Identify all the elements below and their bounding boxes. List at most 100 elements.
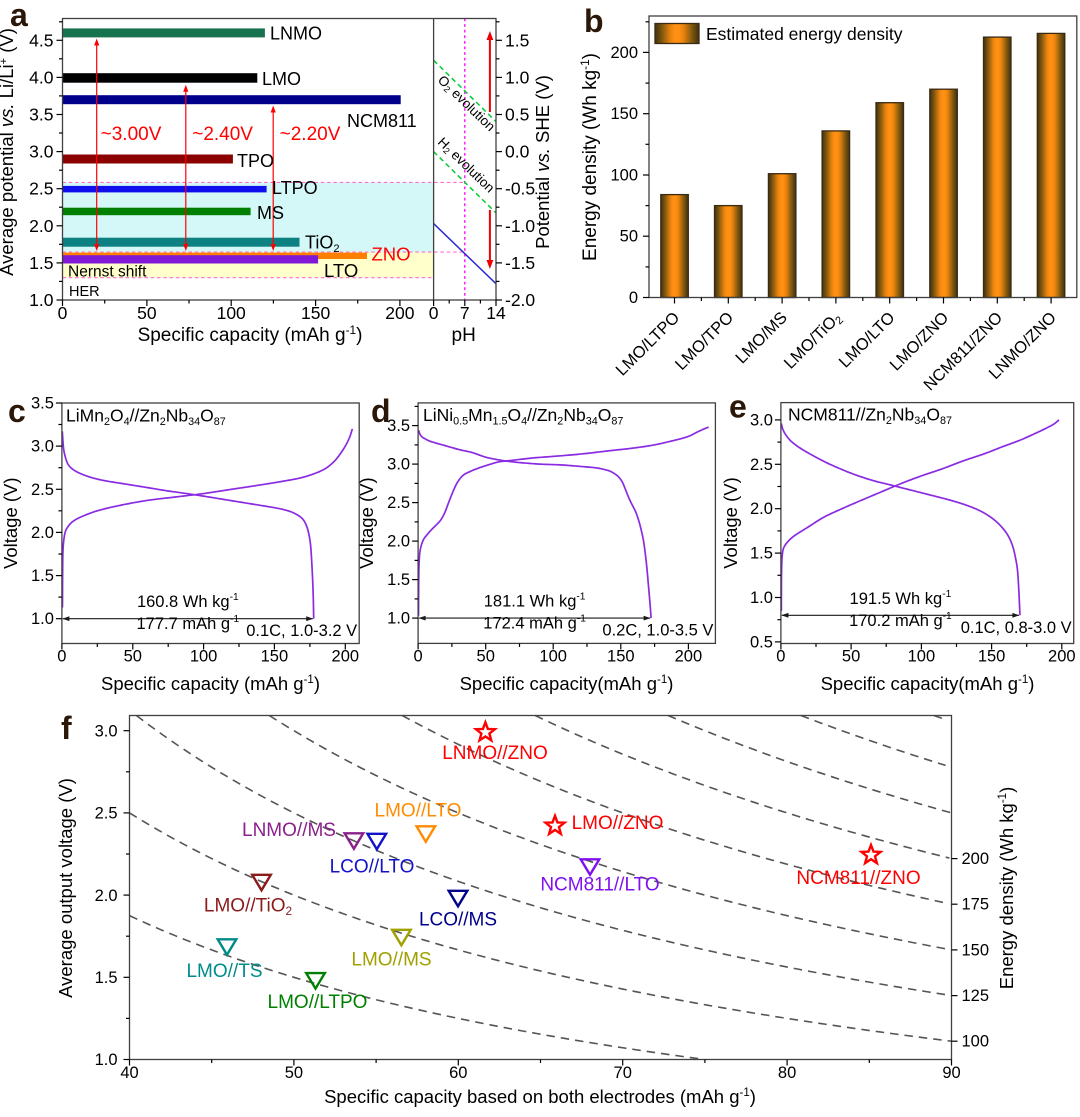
svg-text:2.0: 2.0 [31, 524, 54, 542]
svg-text:Nernst shift: Nernst shift [68, 263, 147, 280]
svg-text:Specific capacity(mAh g-1): Specific capacity(mAh g-1) [460, 673, 674, 694]
svg-text:100: 100 [610, 167, 638, 185]
svg-text:1.0: 1.0 [95, 1051, 118, 1069]
svg-text:~3.00V: ~3.00V [101, 124, 162, 145]
svg-text:Voltage (V): Voltage (V) [0, 477, 21, 569]
svg-text:LTO: LTO [324, 260, 358, 281]
svg-text:170.2 mAh g-1: 170.2 mAh g-1 [849, 611, 952, 630]
svg-text:150: 150 [962, 941, 990, 959]
svg-text:LMO: LMO [262, 69, 301, 89]
svg-text:7: 7 [460, 303, 470, 323]
svg-text:1.5: 1.5 [31, 567, 54, 585]
svg-text:LMO//MS: LMO//MS [351, 950, 431, 971]
svg-text:50: 50 [620, 228, 638, 246]
svg-text:150: 150 [610, 105, 638, 123]
svg-text:Average potential vs. Li/Li+ (: Average potential vs. Li/Li+ (V) [0, 28, 17, 276]
svg-text:175: 175 [962, 896, 990, 914]
svg-text:0: 0 [58, 303, 68, 323]
svg-text:LMO//LTO: LMO//LTO [375, 801, 462, 822]
svg-text:3.0: 3.0 [95, 722, 118, 740]
svg-text:NCM811//ZNO: NCM811//ZNO [796, 868, 920, 889]
svg-text:60: 60 [449, 1064, 467, 1082]
svg-text:150: 150 [301, 303, 330, 323]
svg-text:LNMO//ZNO: LNMO//ZNO [442, 743, 548, 764]
svg-text:MS: MS [257, 203, 284, 223]
svg-text:0: 0 [776, 648, 785, 666]
svg-text:1.5: 1.5 [29, 253, 53, 273]
svg-text:pH: pH [452, 325, 476, 346]
svg-text:0: 0 [57, 648, 66, 666]
svg-text:NCM811//Zn2Nb34O87: NCM811//Zn2Nb34O87 [788, 405, 952, 428]
svg-text:LNMO//MS: LNMO//MS [242, 820, 336, 841]
svg-text:Specific capacity (mAh g-1): Specific capacity (mAh g-1) [101, 673, 320, 694]
svg-text:150: 150 [261, 648, 289, 666]
svg-text:2.0: 2.0 [29, 216, 54, 236]
svg-text:4.0: 4.0 [29, 67, 54, 87]
svg-text:1.0: 1.0 [31, 610, 54, 628]
svg-text:80: 80 [778, 1064, 796, 1082]
svg-text:3.0: 3.0 [31, 438, 54, 456]
svg-text:177.7 mAh g-1: 177.7 mAh g-1 [136, 614, 239, 633]
svg-text:1.0: 1.0 [505, 67, 530, 87]
svg-text:TiO2: TiO2 [305, 233, 340, 256]
svg-text:100: 100 [217, 303, 246, 323]
svg-text:Voltage (V): Voltage (V) [356, 477, 377, 569]
svg-text:0.2C, 1.0-3.5 V: 0.2C, 1.0-3.5 V [602, 622, 713, 640]
svg-text:Specific capacity(mAh g-1): Specific capacity(mAh g-1) [821, 673, 1035, 694]
svg-text:125: 125 [962, 987, 990, 1005]
svg-text:2.5: 2.5 [95, 805, 118, 823]
svg-text:Energy density (Wh kg-1): Energy density (Wh kg-1) [578, 53, 601, 261]
svg-text:3.5: 3.5 [29, 105, 53, 125]
svg-text:40: 40 [120, 1064, 138, 1082]
svg-text:3.5: 3.5 [31, 395, 54, 413]
svg-text:1.5: 1.5 [95, 969, 118, 987]
svg-text:0.5: 0.5 [750, 633, 773, 651]
svg-text:0: 0 [414, 647, 423, 665]
svg-text:Voltage (V): Voltage (V) [720, 477, 741, 569]
svg-text:150: 150 [607, 647, 635, 665]
svg-text:f: f [61, 710, 72, 746]
svg-text:1.0: 1.0 [29, 290, 54, 310]
svg-text:70: 70 [614, 1064, 632, 1082]
svg-text:Average output voltage (V): Average output voltage (V) [55, 778, 76, 998]
svg-text:200: 200 [675, 647, 703, 665]
svg-text:2.5: 2.5 [387, 494, 410, 512]
svg-text:2.0: 2.0 [750, 500, 773, 518]
svg-text:0.1C, 1.0-3.2 V: 0.1C, 1.0-3.2 V [246, 622, 357, 640]
svg-text:-1.0: -1.0 [505, 216, 535, 236]
svg-text:d: d [371, 393, 391, 429]
svg-text:150: 150 [978, 648, 1006, 666]
svg-text:e: e [729, 389, 747, 425]
svg-text:Potential vs. SHE (V): Potential vs. SHE (V) [532, 75, 553, 249]
svg-text:LCO//LTO: LCO//LTO [330, 857, 415, 878]
svg-text:100: 100 [539, 647, 567, 665]
svg-text:-0.5: -0.5 [505, 179, 535, 199]
svg-text:LTPO: LTPO [272, 178, 318, 198]
svg-text:Estimated energy density: Estimated energy density [706, 24, 903, 44]
svg-text:-2.0: -2.0 [505, 290, 535, 310]
svg-text:2.0: 2.0 [95, 887, 118, 905]
svg-text:50: 50 [137, 303, 157, 323]
svg-text:100: 100 [190, 648, 218, 666]
svg-text:NCM811: NCM811 [347, 111, 417, 131]
svg-text:4.5: 4.5 [29, 30, 53, 50]
svg-text:2.5: 2.5 [750, 456, 773, 474]
svg-text:200: 200 [962, 850, 990, 868]
svg-text:2.5: 2.5 [31, 481, 54, 499]
svg-text:191.5 Wh kg-1: 191.5 Wh kg-1 [850, 589, 952, 608]
svg-text:2.0: 2.0 [387, 533, 410, 551]
svg-text:LiNi0.5Mn1.5O4//Zn2Nb34O87: LiNi0.5Mn1.5O4//Zn2Nb34O87 [423, 405, 623, 428]
svg-text:90: 90 [942, 1064, 960, 1082]
svg-text:~2.40V: ~2.40V [192, 124, 253, 145]
svg-text:ZNO: ZNO [372, 244, 411, 265]
svg-text:c: c [8, 393, 26, 429]
svg-text:172.4 mAh g-1: 172.4 mAh g-1 [483, 614, 586, 633]
svg-text:TPO: TPO [237, 151, 274, 171]
svg-text:0.1C, 0.8-3.0 V: 0.1C, 0.8-3.0 V [961, 619, 1072, 637]
svg-text:LMO//TS: LMO//TS [186, 961, 262, 982]
svg-text:200: 200 [1048, 648, 1076, 666]
svg-text:LiMn2O4//Zn2Nb34O87: LiMn2O4//Zn2Nb34O87 [66, 406, 226, 429]
svg-text:2.5: 2.5 [29, 179, 53, 199]
svg-text:LCO//MS: LCO//MS [419, 910, 497, 931]
svg-text:~2.20V: ~2.20V [280, 124, 341, 145]
